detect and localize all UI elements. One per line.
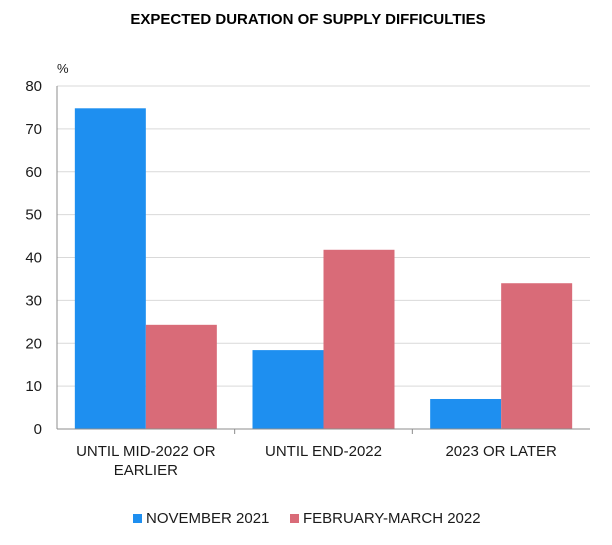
legend-label-february-march-2022: FEBRUARY-MARCH 2022 [303,510,481,527]
bar-november-2021-cat-1 [74,108,146,430]
bar-february-march-2022-cat-1 [145,324,217,429]
x-category-label: 2023 OR LATER [445,443,557,460]
bar-november-2021-cat-2 [252,350,324,429]
y-tick-label: 0 [34,421,42,438]
legend-swatch-november-2021 [133,514,142,523]
x-category-label: EARLIER [114,462,178,479]
chart-title: EXPECTED DURATION OF SUPPLY DIFFICULTIES [130,11,485,28]
y-tick-label: 50 [25,207,42,224]
bar-february-march-2022-cat-2 [323,249,395,429]
x-category-label: UNTIL MID-2022 OR [76,443,216,460]
y-tick-label: 70 [25,121,42,138]
y-tick-label: 80 [25,78,42,95]
y-tick-label: 60 [25,164,42,181]
y-axis-unit-label: % [57,61,69,76]
legend: NOVEMBER 2021 FEBRUARY-MARCH 2022 [133,510,481,527]
legend-swatch-february-march-2022 [290,514,299,523]
x-category-label: UNTIL END-2022 [265,443,382,460]
legend-label-november-2021: NOVEMBER 2021 [146,510,269,527]
y-tick-label: 40 [25,250,42,267]
bar-november-2021-cat-3 [430,398,502,429]
bar-february-march-2022-cat-3 [501,283,573,429]
y-tick-label: 30 [25,292,42,309]
y-tick-label: 10 [25,378,42,395]
y-tick-label: 20 [25,335,42,352]
